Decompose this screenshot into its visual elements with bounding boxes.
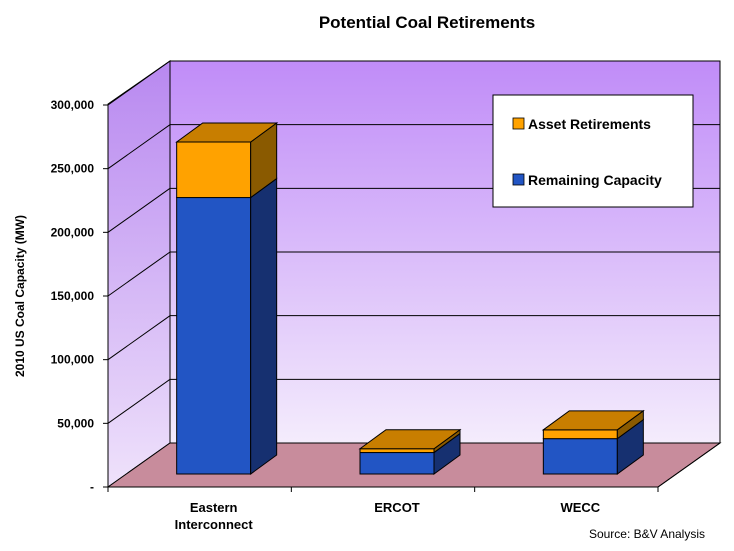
gridline-side [107,251,171,297]
legend-swatch-asset-retirements [512,117,525,130]
bar-front [176,197,252,475]
bar-top [175,122,279,143]
y-axis: - 50,000 100,000 150,000 200,000 250,000 300,0… [51,98,109,494]
gridline-side [107,187,171,233]
legend-label-asset-retirements: Asset Retirements [528,116,651,132]
category-label: Eastern [190,500,238,515]
bar-side [250,177,278,475]
bar-front [176,141,252,199]
bar-segment [542,418,644,475]
y-tick-label: 250,000 [51,162,95,176]
bar-top [358,429,462,450]
bar-front [359,452,435,475]
bar-front [359,448,435,454]
legend-box [492,94,694,208]
category-label: Interconnect [175,517,254,532]
chart-title: Potential Coal Retirements [319,13,535,32]
gridline-side [107,124,171,170]
gridline-side [107,60,171,106]
y-tick-label: 200,000 [51,225,95,239]
bar-front [542,438,618,475]
legend-label-remaining-capacity: Remaining Capacity [528,172,662,188]
bar-segment [176,177,278,475]
gridline-side [107,378,171,424]
gridline-side [107,315,171,361]
y-tick-label: 50,000 [57,416,94,430]
bar-top [541,410,645,431]
x-axis: Eastern Interconnect ERCOT WECC [107,442,721,532]
bars [175,122,645,475]
bar-segment [359,432,461,475]
category-label: ERCOT [374,500,420,515]
y-axis-label: 2010 US Coal Capacity (MW) [13,215,27,377]
source-note: Source: B&V Analysis [589,527,705,541]
category-label: WECC [560,500,600,515]
y-tick-label: - [90,480,94,494]
y-tick-label: 150,000 [51,289,95,303]
legend-swatch-remaining-capacity [512,173,525,186]
legend: Asset Retirements Remaining Capacity [492,94,694,208]
y-tick-label: 100,000 [51,353,95,367]
y-tick-label: 300,000 [51,98,95,112]
bar-front [542,429,618,440]
floor-edge [657,442,721,488]
